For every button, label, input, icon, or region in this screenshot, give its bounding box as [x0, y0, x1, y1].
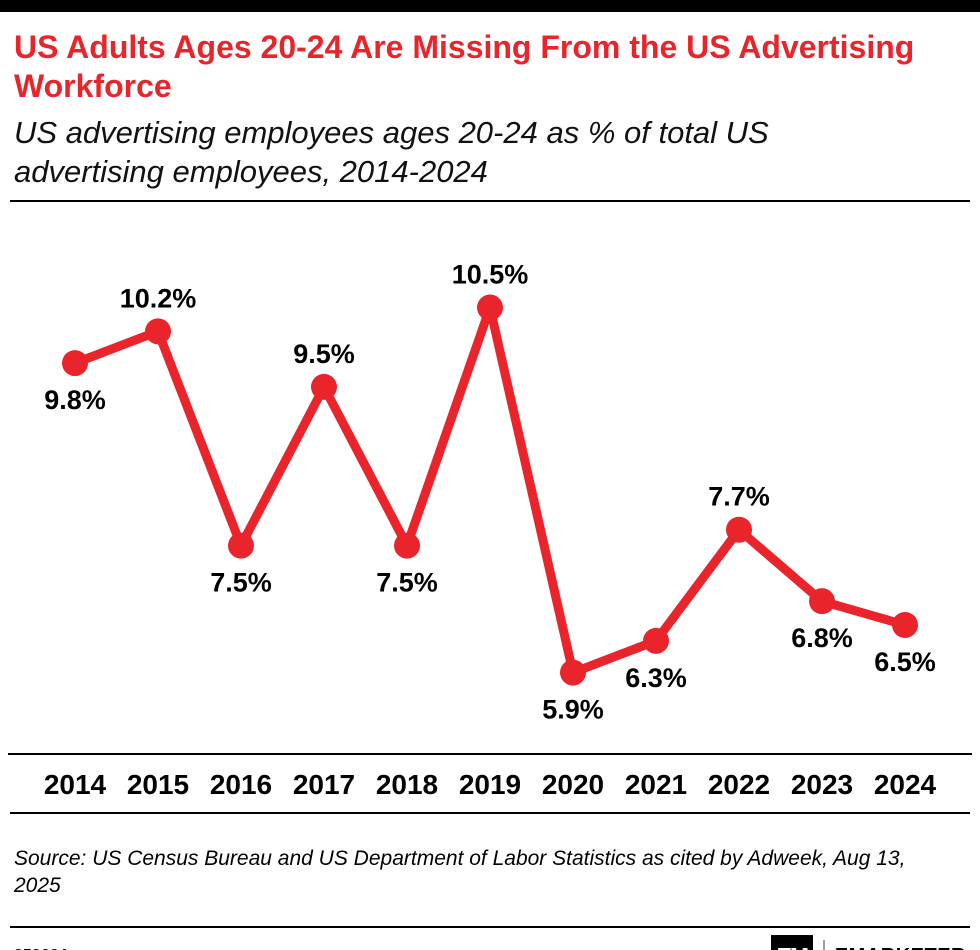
x-tick-2018: 2018 [376, 769, 438, 800]
data-label-2024: 6.5% [874, 647, 936, 677]
x-tick-2024: 2024 [874, 769, 937, 800]
chart-title: US Adults Ages 20-24 Are Missing From th… [14, 29, 915, 105]
data-point-2021 [643, 627, 669, 654]
data-point-2023 [809, 587, 835, 614]
logo-divider [822, 940, 825, 950]
x-tick-2015: 2015 [127, 769, 189, 800]
chart-footer: 353664 EM EMARKETER [0, 928, 980, 950]
data-point-2016 [228, 532, 254, 559]
data-label-2022: 7.7% [708, 481, 770, 511]
data-point-2017 [311, 373, 337, 400]
source-note: Source: US Census Bureau and US Departme… [14, 846, 906, 897]
data-point-2022 [726, 516, 752, 543]
line-chart: 9.8% 2014 10.2% 2015 7.5% 2016 9.5% 2017 7.5% 201… [8, 259, 972, 800]
x-tick-2019: 2019 [459, 769, 521, 800]
chart-header: US Adults Ages 20-24 Are Missing From th… [0, 12, 980, 200]
data-label-2016: 7.5% [210, 567, 272, 597]
data-label-2019: 10.5% [452, 259, 529, 289]
x-tick-2020: 2020 [542, 769, 604, 800]
data-label-2014: 9.8% [44, 385, 106, 415]
x-tick-2021: 2021 [625, 769, 687, 800]
data-point-2018 [394, 532, 420, 559]
emarketer-monogram-icon: EM [770, 935, 813, 950]
data-label-2020: 5.9% [542, 694, 604, 724]
x-tick-2023: 2023 [791, 769, 853, 800]
header-divider [10, 199, 970, 202]
chart-subtitle: US advertising employees ages 20-24 as %… [14, 115, 769, 189]
data-label-2017: 9.5% [293, 338, 355, 368]
emarketer-logo: EM EMARKETER [770, 935, 966, 950]
data-point-2014 [62, 349, 88, 376]
x-tick-2014: 2014 [44, 769, 107, 800]
x-tick-2017: 2017 [293, 769, 355, 800]
x-tick-2022: 2022 [708, 769, 770, 800]
data-point-2019 [477, 294, 503, 321]
data-label-2018: 7.5% [376, 567, 438, 597]
source-divider [10, 811, 970, 814]
top-accent-bar [0, 0, 980, 12]
data-label-2015: 10.2% [120, 283, 197, 313]
trend-line [70, 302, 910, 677]
brand-name: EMARKETER [835, 945, 966, 950]
footer-divider [10, 926, 970, 929]
data-point-2024 [892, 611, 918, 638]
data-label-2021: 6.3% [625, 662, 687, 692]
chart-id: 353664 [14, 947, 67, 950]
data-label-2023: 6.8% [791, 623, 853, 653]
data-point-2020 [560, 659, 586, 686]
data-point-2015 [145, 317, 171, 344]
x-tick-2016: 2016 [210, 769, 272, 800]
